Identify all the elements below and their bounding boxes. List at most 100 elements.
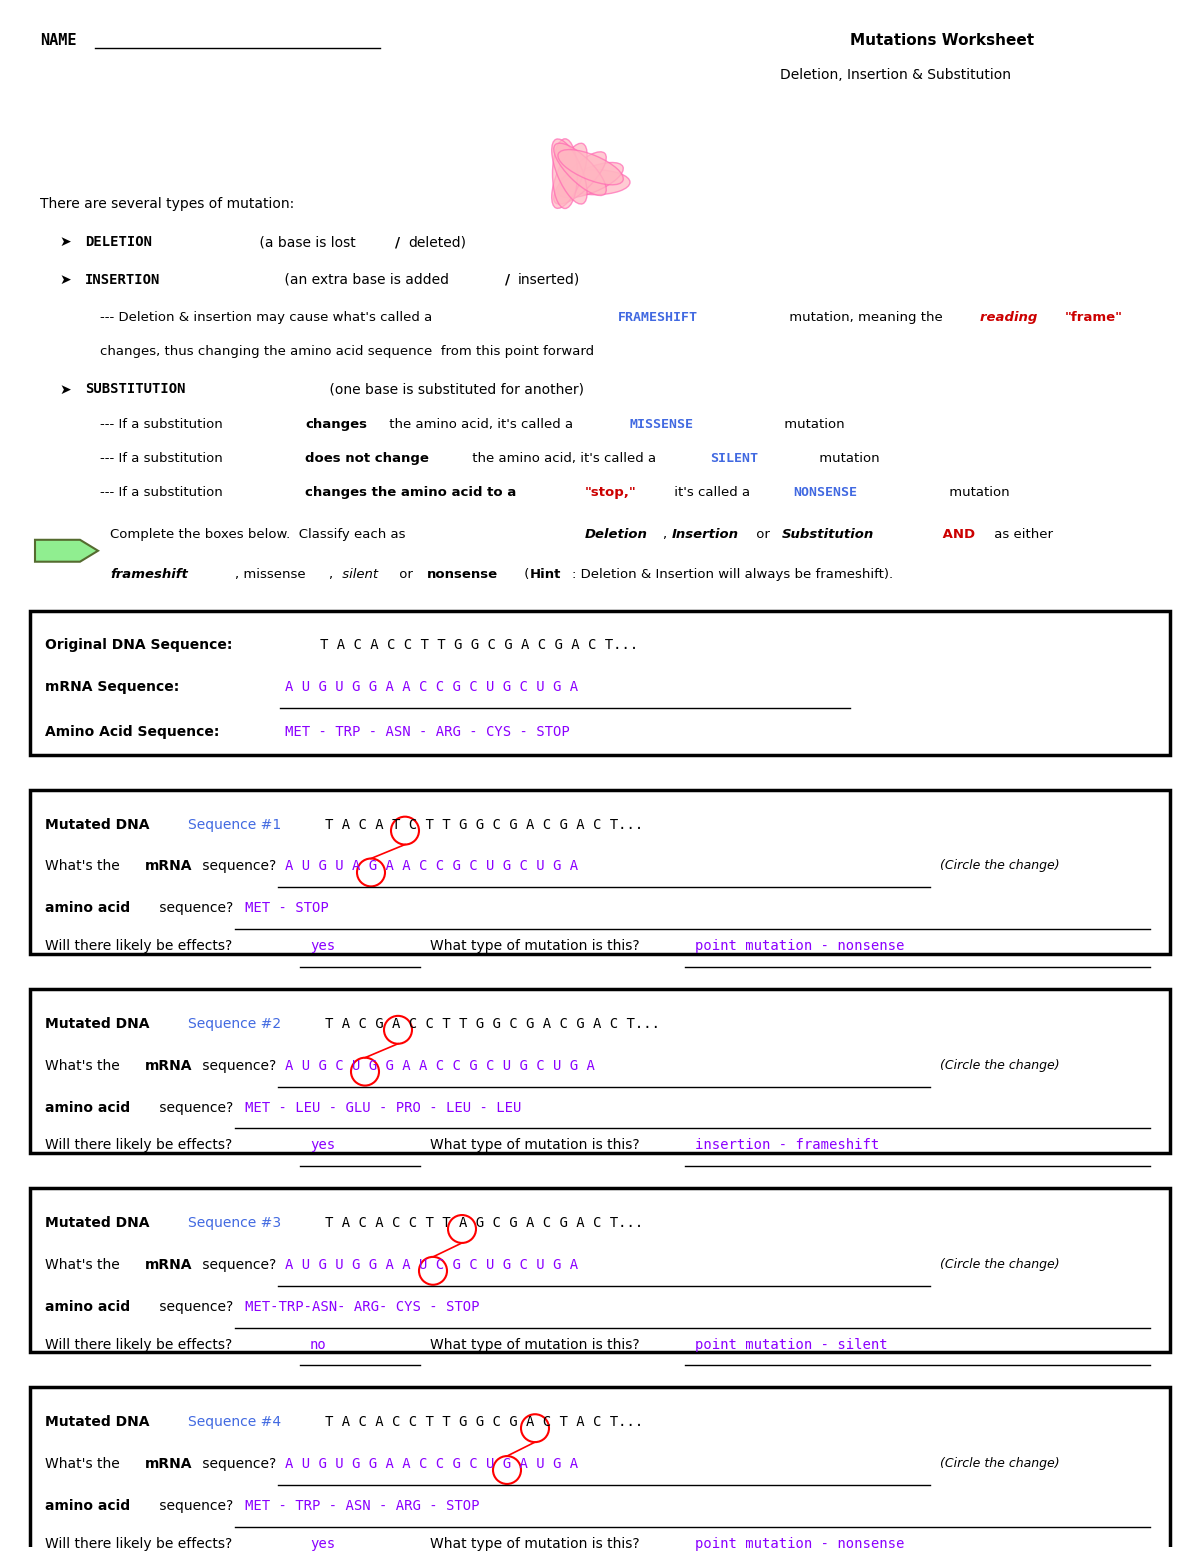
Text: sequence?: sequence? bbox=[155, 901, 233, 915]
Text: Sequence #4: Sequence #4 bbox=[188, 1415, 281, 1429]
Text: (Circle the change): (Circle the change) bbox=[940, 1059, 1060, 1072]
Text: mRNA Sequence:: mRNA Sequence: bbox=[46, 680, 179, 694]
Text: deleted): deleted) bbox=[408, 235, 466, 248]
Ellipse shape bbox=[552, 143, 587, 208]
Text: What type of mutation is this?: What type of mutation is this? bbox=[430, 1537, 640, 1551]
Text: mutation, meaning the: mutation, meaning the bbox=[785, 311, 947, 323]
Text: Will there likely be effects?: Will there likely be effects? bbox=[46, 1337, 233, 1351]
Text: changes, thus changing the amino acid sequence  from this point forward: changes, thus changing the amino acid se… bbox=[100, 345, 594, 357]
Text: ➤: ➤ bbox=[60, 382, 77, 396]
Text: mRNA: mRNA bbox=[145, 1059, 192, 1073]
Text: sequence?: sequence? bbox=[155, 1101, 233, 1115]
Text: What's the: What's the bbox=[46, 1258, 124, 1272]
Text: ➤: ➤ bbox=[60, 235, 77, 248]
Ellipse shape bbox=[558, 163, 623, 197]
Text: yes: yes bbox=[310, 1138, 335, 1152]
Text: INSERTION: INSERTION bbox=[85, 273, 161, 287]
Text: MET-TRP-ASN- ARG- CYS - STOP: MET-TRP-ASN- ARG- CYS - STOP bbox=[245, 1300, 480, 1314]
FancyBboxPatch shape bbox=[30, 1188, 1170, 1353]
Text: no: no bbox=[310, 1337, 326, 1351]
Ellipse shape bbox=[552, 138, 577, 208]
Text: yes: yes bbox=[310, 1537, 335, 1551]
Text: MISSENSE: MISSENSE bbox=[630, 418, 694, 432]
Text: reading: reading bbox=[980, 311, 1042, 323]
Text: A U G U G G A A C C G C U G C U G A: A U G U G G A A C C G C U G C U G A bbox=[286, 680, 578, 694]
Text: NAME: NAME bbox=[40, 33, 77, 48]
Text: changes the amino acid to a: changes the amino acid to a bbox=[305, 486, 521, 499]
FancyBboxPatch shape bbox=[30, 790, 1170, 954]
Text: A U G U A G A A C C G C U G C U G A: A U G U A G A A C C G C U G C U G A bbox=[286, 859, 578, 873]
Text: MET - TRP - ASN - ARG - CYS - STOP: MET - TRP - ASN - ARG - CYS - STOP bbox=[286, 725, 570, 739]
Text: mutation: mutation bbox=[946, 486, 1009, 499]
Text: the amino acid, it's called a: the amino acid, it's called a bbox=[468, 452, 660, 466]
Text: sequence?: sequence? bbox=[198, 1457, 276, 1471]
Text: MET - STOP: MET - STOP bbox=[245, 901, 329, 915]
Text: as either: as either bbox=[990, 528, 1054, 540]
Text: What's the: What's the bbox=[46, 859, 124, 873]
Text: Mutated DNA: Mutated DNA bbox=[46, 1017, 155, 1031]
Text: mutation: mutation bbox=[780, 418, 845, 432]
Text: (Circle the change): (Circle the change) bbox=[940, 1457, 1060, 1471]
Text: (Circle the change): (Circle the change) bbox=[940, 859, 1060, 873]
Text: sequence?: sequence? bbox=[155, 1300, 233, 1314]
Text: Hint: Hint bbox=[530, 568, 562, 581]
Text: Deletion: Deletion bbox=[586, 528, 648, 540]
FancyBboxPatch shape bbox=[30, 1387, 1170, 1551]
Text: Sequence #2: Sequence #2 bbox=[188, 1017, 281, 1031]
Text: Will there likely be effects?: Will there likely be effects? bbox=[46, 940, 233, 954]
Text: frameshift: frameshift bbox=[110, 568, 188, 581]
Text: MET - TRP - ASN - ARG - STOP: MET - TRP - ASN - ARG - STOP bbox=[245, 1499, 480, 1513]
Text: A U G U G G A A C C G C U G A U G A: A U G U G G A A C C G C U G A U G A bbox=[286, 1457, 578, 1471]
Text: T A C A C C T T G G C G A C G A C T...: T A C A C C T T G G C G A C G A C T... bbox=[320, 638, 638, 652]
Ellipse shape bbox=[553, 152, 606, 203]
Text: NONSENSE: NONSENSE bbox=[793, 486, 857, 499]
Ellipse shape bbox=[558, 149, 623, 185]
FancyBboxPatch shape bbox=[30, 610, 1170, 755]
Text: Mutated DNA: Mutated DNA bbox=[46, 818, 155, 832]
Text: amino acid: amino acid bbox=[46, 901, 130, 915]
Text: --- Deletion & insertion may cause what's called a: --- Deletion & insertion may cause what'… bbox=[100, 311, 437, 323]
Text: "stop,": "stop," bbox=[586, 486, 637, 499]
Text: mRNA: mRNA bbox=[145, 1457, 192, 1471]
Text: AND: AND bbox=[938, 528, 976, 540]
Text: the amino acid, it's called a: the amino acid, it's called a bbox=[385, 418, 577, 432]
Text: Insertion: Insertion bbox=[672, 528, 739, 540]
Text: : Deletion & Insertion will always be frameshift).: : Deletion & Insertion will always be fr… bbox=[572, 568, 893, 581]
Text: point mutation - nonsense: point mutation - nonsense bbox=[695, 1537, 905, 1551]
Text: Will there likely be effects?: Will there likely be effects? bbox=[46, 1537, 233, 1551]
Text: or: or bbox=[752, 528, 774, 540]
Text: Substitution: Substitution bbox=[782, 528, 875, 540]
Text: Sequence #1: Sequence #1 bbox=[188, 818, 281, 832]
Text: A U G U G G A A U C G C U G C U G A: A U G U G G A A U C G C U G C U G A bbox=[286, 1258, 578, 1272]
Text: nonsense: nonsense bbox=[427, 568, 498, 581]
Text: "frame": "frame" bbox=[1066, 311, 1123, 323]
Text: inserted): inserted) bbox=[518, 273, 581, 287]
Text: Complete the boxes below.  Classify each as: Complete the boxes below. Classify each … bbox=[110, 528, 409, 540]
Text: mRNA: mRNA bbox=[145, 1258, 192, 1272]
Text: or: or bbox=[395, 568, 418, 581]
Text: MET - LEU - GLU - PRO - LEU - LEU: MET - LEU - GLU - PRO - LEU - LEU bbox=[245, 1101, 521, 1115]
Text: sequence?: sequence? bbox=[198, 1059, 276, 1073]
Text: (an extra base is added: (an extra base is added bbox=[280, 273, 449, 287]
Text: , missense: , missense bbox=[235, 568, 306, 581]
Ellipse shape bbox=[560, 169, 630, 194]
Text: Mutated DNA: Mutated DNA bbox=[46, 1415, 155, 1429]
Text: point mutation - silent: point mutation - silent bbox=[695, 1337, 888, 1351]
Text: --- If a substitution: --- If a substitution bbox=[100, 452, 227, 466]
Text: insertion - frameshift: insertion - frameshift bbox=[695, 1138, 880, 1152]
FancyBboxPatch shape bbox=[30, 989, 1170, 1154]
Text: sequence?: sequence? bbox=[155, 1499, 233, 1513]
Text: FRAMESHIFT: FRAMESHIFT bbox=[618, 311, 698, 323]
Text: mutation: mutation bbox=[815, 452, 880, 466]
Text: What type of mutation is this?: What type of mutation is this? bbox=[430, 1337, 640, 1351]
Text: Mutations Worksheet: Mutations Worksheet bbox=[850, 33, 1034, 48]
Text: T A C A T C T T G G C G A C G A C T...: T A C A T C T T G G C G A C G A C T... bbox=[325, 818, 643, 832]
Text: SILENT: SILENT bbox=[710, 452, 758, 466]
Text: What type of mutation is this?: What type of mutation is this? bbox=[430, 1138, 640, 1152]
Text: A U G C U G G A A C C G C U G C U G A: A U G C U G G A A C C G C U G C U G A bbox=[286, 1059, 595, 1073]
Text: (a base is lost: (a base is lost bbox=[254, 235, 355, 248]
Text: yes: yes bbox=[310, 940, 335, 954]
Ellipse shape bbox=[553, 143, 606, 196]
Text: DELETION: DELETION bbox=[85, 235, 152, 248]
Text: What's the: What's the bbox=[46, 1457, 124, 1471]
